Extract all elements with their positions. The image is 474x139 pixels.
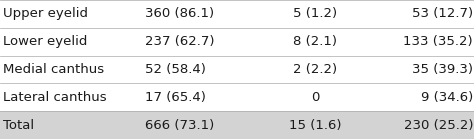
Text: 52 (58.4): 52 (58.4)	[145, 63, 205, 76]
Text: 0: 0	[311, 91, 319, 104]
Text: 15 (1.6): 15 (1.6)	[289, 119, 341, 132]
Text: 360 (86.1): 360 (86.1)	[145, 7, 214, 20]
Text: 53 (12.7): 53 (12.7)	[412, 7, 473, 20]
Text: 2 (2.2): 2 (2.2)	[293, 63, 337, 76]
Bar	[0, 56, 474, 83]
Text: 9 (34.6): 9 (34.6)	[421, 91, 473, 104]
Text: Lateral canthus: Lateral canthus	[3, 91, 107, 104]
Bar	[0, 28, 474, 56]
Bar	[0, 83, 474, 111]
Text: 17 (65.4): 17 (65.4)	[145, 91, 205, 104]
Text: Medial canthus: Medial canthus	[3, 63, 104, 76]
Bar	[0, 111, 474, 139]
Text: Upper eyelid: Upper eyelid	[3, 7, 88, 20]
Text: 230 (25.2): 230 (25.2)	[403, 119, 473, 132]
Text: 237 (62.7): 237 (62.7)	[145, 35, 214, 48]
Text: 35 (39.3): 35 (39.3)	[412, 63, 473, 76]
Text: 666 (73.1): 666 (73.1)	[145, 119, 214, 132]
Text: 5 (1.2): 5 (1.2)	[293, 7, 337, 20]
Text: Lower eyelid: Lower eyelid	[3, 35, 88, 48]
Bar	[0, 0, 474, 28]
Text: 8 (2.1): 8 (2.1)	[293, 35, 337, 48]
Text: Total: Total	[3, 119, 35, 132]
Text: 133 (35.2): 133 (35.2)	[403, 35, 473, 48]
